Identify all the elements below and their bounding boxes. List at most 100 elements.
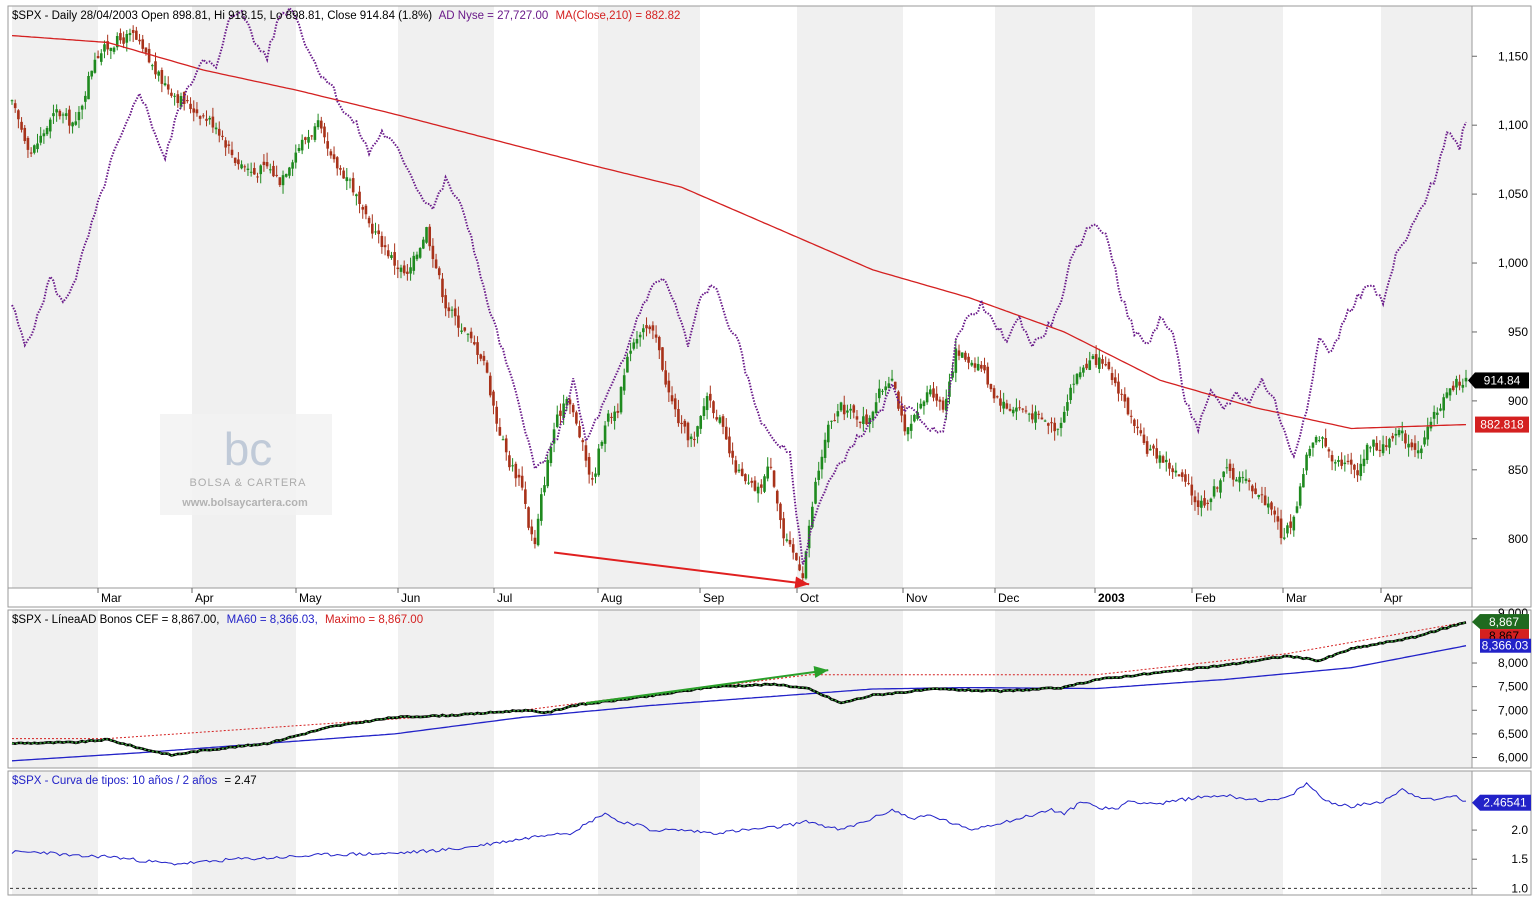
candle-body — [58, 110, 62, 117]
candle-body — [680, 422, 683, 425]
candle-body — [1043, 420, 1047, 422]
bonos-tick-label: 6,000 — [1498, 750, 1528, 764]
candle-body — [1273, 510, 1276, 515]
date-tick-label: Dec — [998, 591, 1019, 605]
last-close-badge — [1475, 372, 1529, 389]
candle-body — [1228, 463, 1232, 472]
price-header: $SPX - Daily 28/04/2003 Open 898.81, Hi … — [12, 10, 680, 22]
candle-body — [874, 402, 878, 414]
candle-body — [99, 53, 103, 62]
candle-body — [597, 448, 601, 476]
candle-body — [1455, 378, 1458, 388]
candle-body — [772, 470, 776, 487]
candle-body — [1219, 480, 1222, 493]
candle-body — [294, 152, 298, 163]
candle-body — [1149, 448, 1152, 451]
candle-body — [849, 408, 852, 411]
candle-body — [399, 267, 403, 272]
candle-body — [1031, 413, 1034, 420]
candle-body — [1107, 361, 1111, 370]
price-tick-label: 950 — [1508, 325, 1528, 339]
candle-body — [498, 427, 502, 436]
candle-body — [798, 564, 801, 571]
candle-body — [833, 420, 836, 422]
candle-body — [1282, 537, 1286, 539]
date-tick-label: Apr — [1384, 591, 1403, 605]
candle-body — [122, 37, 125, 44]
candle-body — [1164, 459, 1168, 463]
candle-body — [520, 475, 524, 488]
candle-body — [418, 248, 422, 258]
divergence-arrowhead-red — [794, 576, 810, 589]
ma210-line — [11, 34, 1467, 430]
candle-body — [1302, 474, 1305, 488]
candle-body — [39, 135, 42, 143]
candle-body — [1305, 454, 1308, 471]
month-band — [398, 610, 494, 768]
candle-body — [150, 65, 154, 67]
candle-body — [1254, 488, 1257, 494]
candle-body — [10, 100, 14, 102]
candle-body — [415, 254, 419, 260]
candle-body — [1088, 360, 1092, 370]
candle-body — [297, 147, 301, 152]
candle-body — [546, 459, 549, 487]
candle-body — [84, 95, 87, 102]
candle-body — [141, 39, 145, 49]
candle-body — [724, 426, 728, 440]
candle-body — [1215, 487, 1219, 489]
candle-body — [938, 399, 942, 402]
month-band — [995, 6, 1095, 588]
candle-body — [635, 338, 639, 344]
candle-body — [125, 33, 129, 43]
candle-body — [103, 44, 106, 52]
candle-body — [492, 391, 495, 406]
candle-body — [361, 207, 365, 210]
candle-body — [1314, 437, 1318, 443]
month-band — [598, 6, 700, 588]
bonos-header-ma60: MA60 = 8,366.03, — [227, 614, 318, 626]
candle-body — [1276, 516, 1280, 522]
candle-body — [1420, 448, 1423, 454]
candle-body — [1423, 437, 1426, 445]
candle-body — [1225, 467, 1229, 469]
candle-body — [1318, 440, 1321, 442]
candle-body — [1343, 462, 1347, 465]
candle-body — [224, 140, 227, 148]
bonos-value-pointer — [1472, 614, 1480, 630]
date-tick-label: May — [299, 591, 322, 605]
candle-body — [1365, 444, 1369, 461]
candle-body — [109, 47, 113, 51]
candle-body — [339, 168, 342, 170]
candle-body — [402, 265, 406, 274]
yield-panel: 2.0 1.5 1.0 2.46541 — [10, 782, 1531, 895]
candle-body — [425, 227, 428, 243]
candle-body — [466, 333, 470, 335]
candle-body — [842, 404, 846, 415]
candle-body — [804, 551, 808, 579]
candle-body — [1021, 408, 1025, 410]
candle-body — [144, 47, 148, 53]
candle-body — [323, 126, 326, 138]
candle-body — [951, 371, 954, 378]
candle-body — [253, 168, 256, 175]
candle-body — [992, 388, 996, 399]
bonos-value-label: 8,867 — [1489, 615, 1519, 629]
candle-body — [192, 108, 196, 113]
candle-body — [74, 121, 78, 125]
candle-body — [1461, 384, 1465, 388]
price-header-ma: MA(Close,210) = 882.82 — [555, 10, 680, 22]
candle-body — [728, 436, 731, 454]
candle-body — [1059, 422, 1063, 429]
candle-body — [29, 152, 33, 154]
candle-body — [1292, 516, 1296, 531]
candle-body — [594, 473, 597, 477]
candle-body — [811, 506, 814, 528]
candle-body — [661, 347, 664, 370]
candle-body — [1359, 463, 1363, 477]
candle-body — [304, 137, 307, 140]
candle-body — [1085, 363, 1088, 369]
date-tick-label: Jul — [497, 591, 512, 605]
price-tick-label: 800 — [1508, 532, 1528, 546]
candle-body — [374, 231, 377, 233]
